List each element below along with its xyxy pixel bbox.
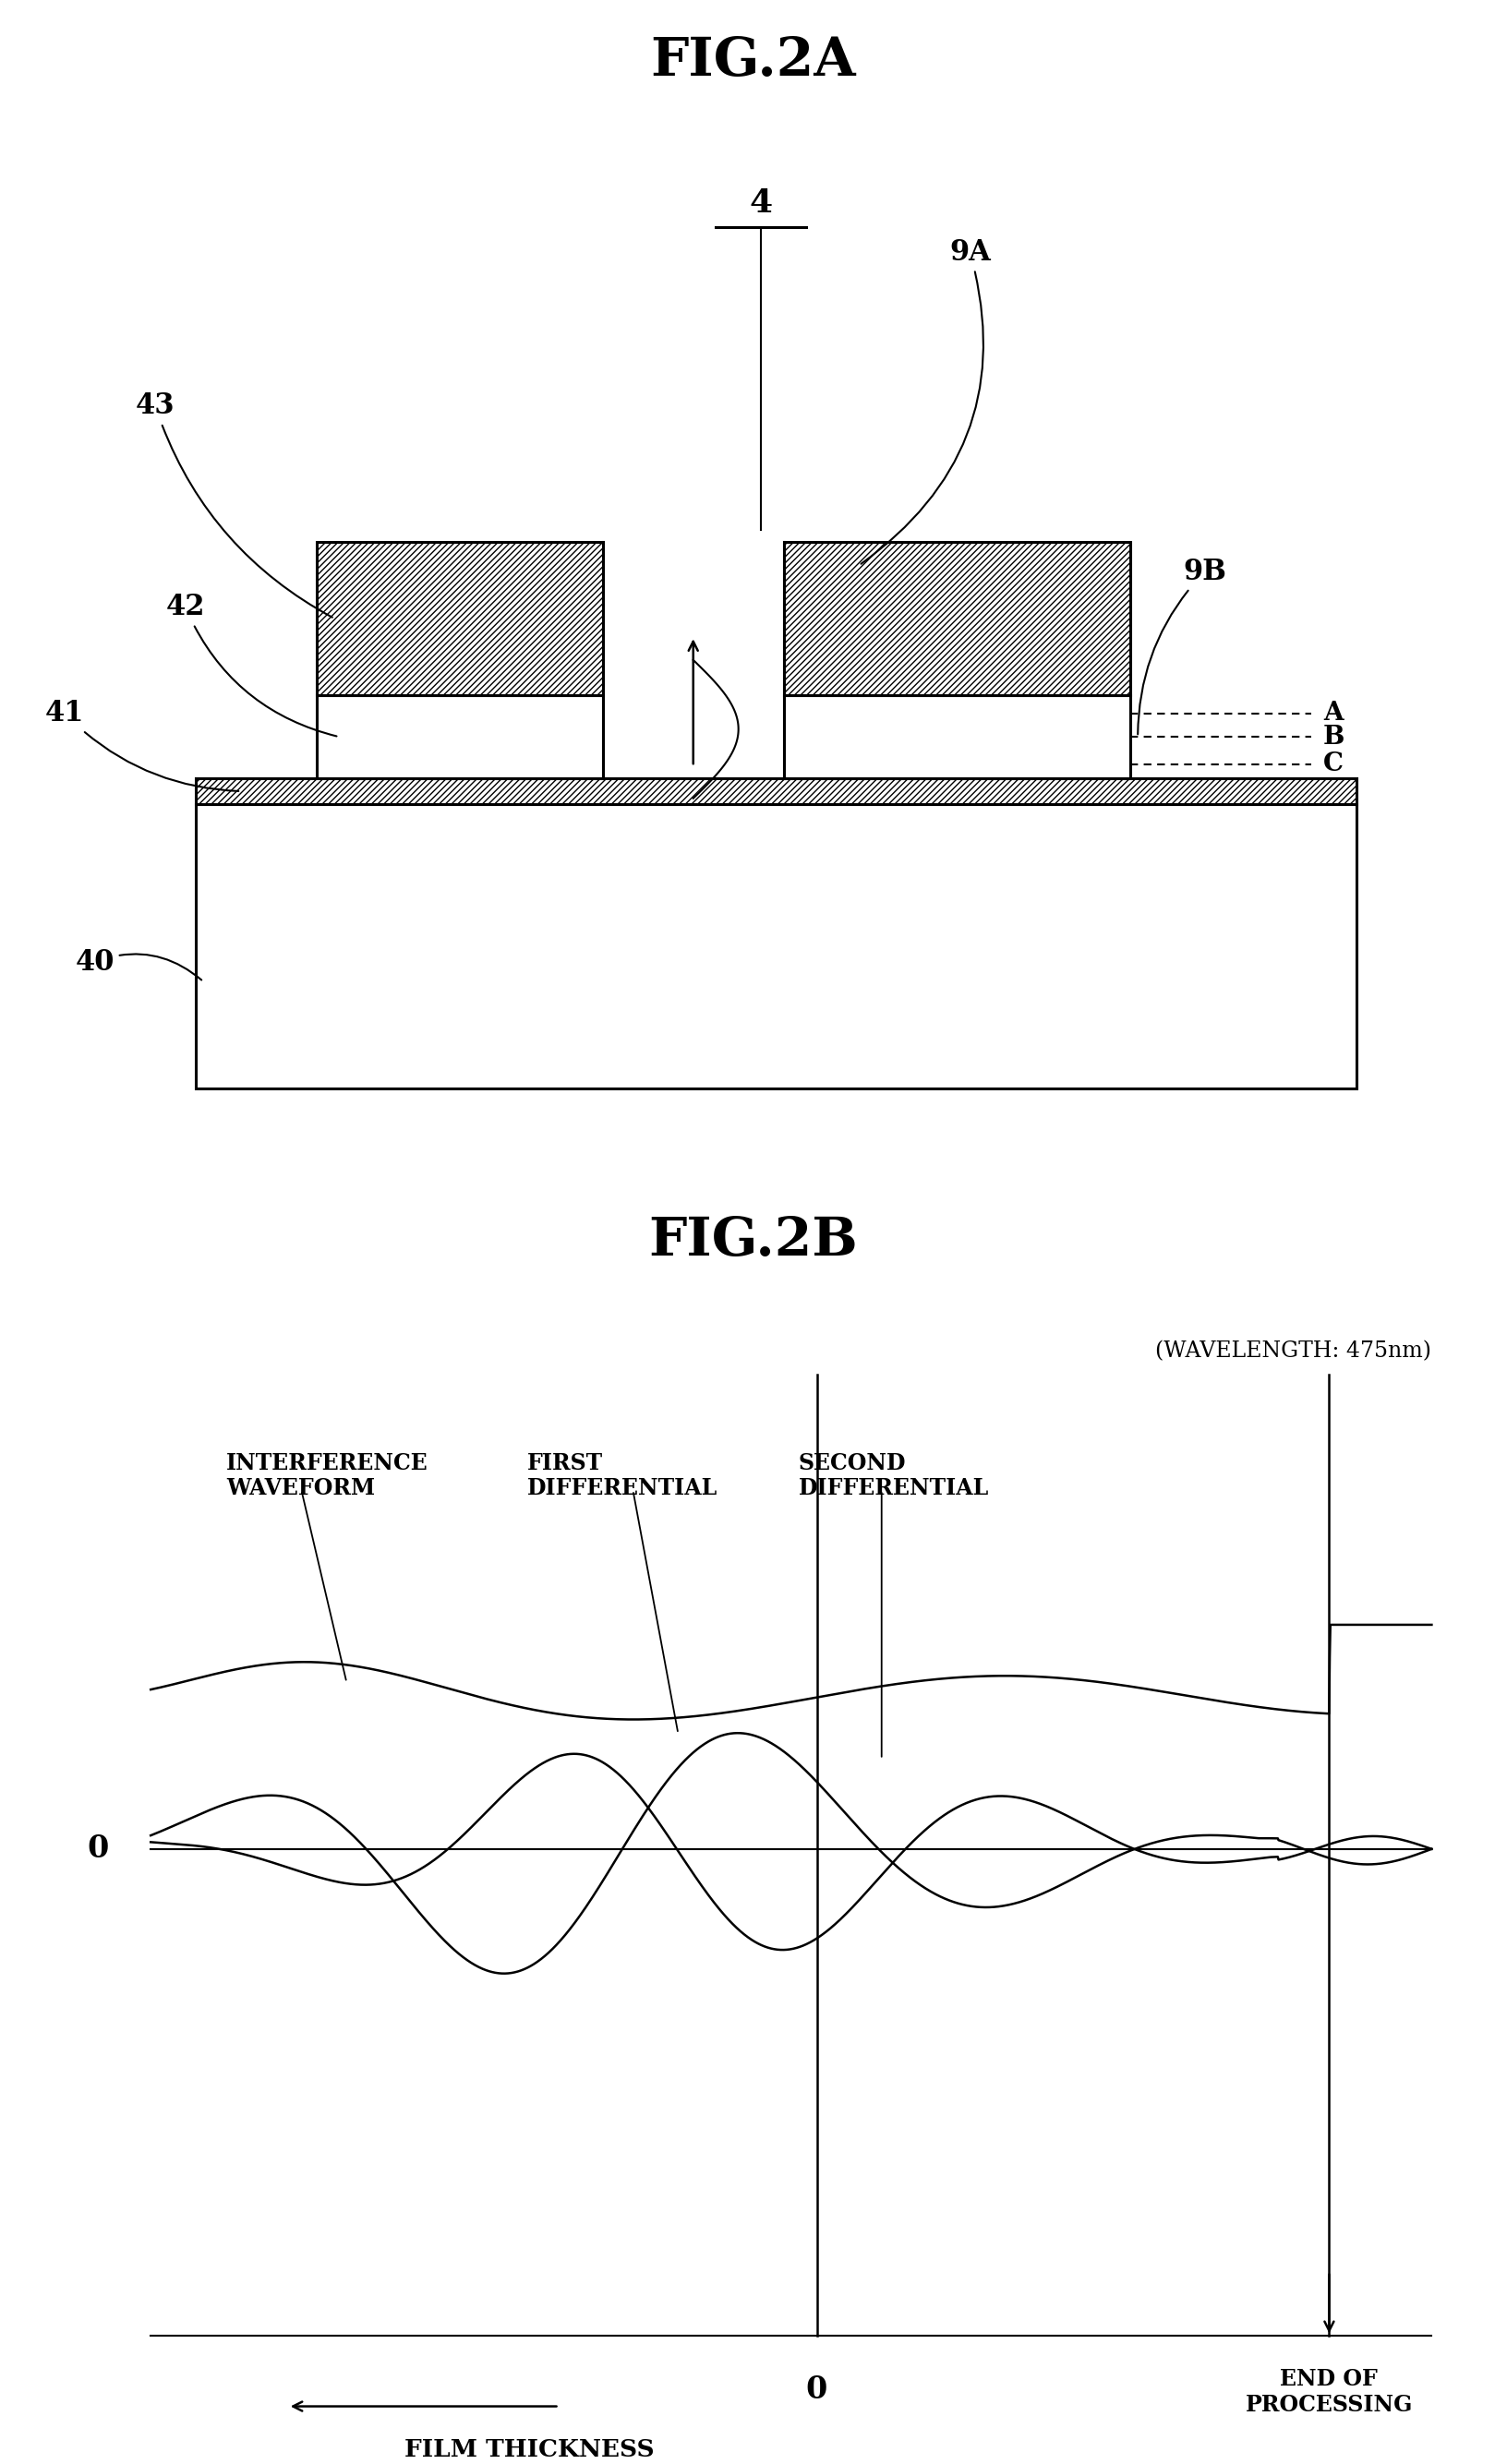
Bar bbox=[784, 542, 1130, 695]
Bar bbox=[784, 695, 1130, 779]
Text: FIG.2A: FIG.2A bbox=[651, 34, 856, 86]
Text: FIG.2B: FIG.2B bbox=[650, 1215, 857, 1266]
Bar bbox=[316, 542, 603, 695]
Text: FILM THICKNESS: FILM THICKNESS bbox=[404, 2439, 654, 2462]
Bar bbox=[316, 695, 603, 779]
Bar bbox=[196, 803, 1356, 1089]
Text: 41: 41 bbox=[45, 700, 238, 791]
Text: END OF
PROCESSING: END OF PROCESSING bbox=[1245, 2368, 1414, 2415]
Text: 4: 4 bbox=[749, 187, 773, 219]
Text: INTERFERENCE
WAVEFORM: INTERFERENCE WAVEFORM bbox=[226, 1451, 428, 1501]
Text: 9A: 9A bbox=[860, 239, 990, 564]
Text: 9B: 9B bbox=[1138, 557, 1227, 734]
Text: 0: 0 bbox=[87, 1833, 109, 1865]
Text: A: A bbox=[1323, 700, 1343, 724]
Text: 42: 42 bbox=[166, 594, 336, 737]
Text: 40: 40 bbox=[75, 949, 202, 981]
Bar bbox=[196, 779, 1356, 803]
Text: (WAVELENGTH: 475nm): (WAVELENGTH: 475nm) bbox=[1156, 1340, 1432, 1363]
Text: FIRST
DIFFERENTIAL: FIRST DIFFERENTIAL bbox=[527, 1451, 717, 1501]
Text: C: C bbox=[1323, 752, 1343, 776]
Text: 0: 0 bbox=[806, 2375, 827, 2405]
Text: B: B bbox=[1323, 724, 1344, 749]
Text: SECOND
DIFFERENTIAL: SECOND DIFFERENTIAL bbox=[799, 1451, 989, 1501]
Text: 43: 43 bbox=[136, 392, 333, 618]
